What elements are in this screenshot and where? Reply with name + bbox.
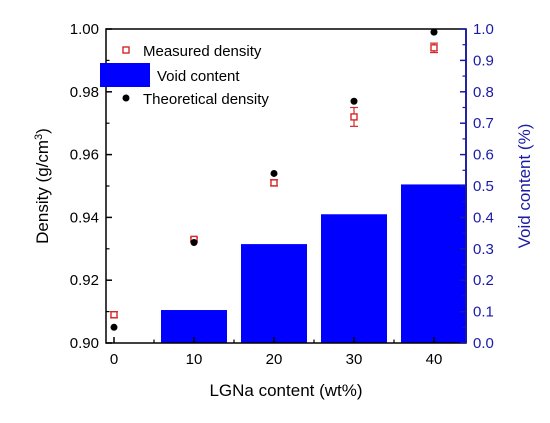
y-right-tick-label: 0.8 [473, 84, 494, 101]
right-axis: 0.0 0.1 0.2 0.3 0.4 0.5 0.6 0.7 0.8 0.9 1.0 [460, 21, 494, 352]
legend-void-content-label: Void content [157, 68, 240, 85]
theoretical-density-point [430, 28, 438, 36]
y-axis-left-title-close: ) [33, 128, 52, 134]
x-tick-label: 10 [186, 351, 203, 368]
theoretical-density-point [110, 323, 118, 331]
y-axis-left-title-sup: 3 [33, 134, 45, 140]
legend-measured-density-label: Measured density [143, 43, 262, 60]
x-tick-label: 20 [266, 351, 283, 368]
measured-density-point [110, 311, 118, 319]
y-axis-left-title-main: Density (g/cm [33, 140, 52, 244]
theoretical-density-point [190, 239, 198, 247]
x-tick-label: 0 [110, 351, 118, 368]
measured-density-point [430, 44, 438, 52]
x-tick-label: 40 [426, 351, 443, 368]
theoretical-density-point [270, 169, 278, 177]
y-right-tick-label: 0.7 [473, 115, 494, 132]
theoretical-density-point [350, 97, 358, 105]
void-content-bar [321, 214, 387, 343]
measured-density-point [350, 113, 358, 121]
y-right-tick-label: 1.0 [473, 21, 494, 38]
legend: Measured density Void content Theoretica… [100, 43, 269, 108]
y-right-tick-label: 0.3 [473, 241, 494, 258]
y-right-tick-label: 0.4 [473, 209, 494, 226]
y-left-tick-label: 0.92 [70, 272, 99, 289]
legend-void-content-marker [100, 63, 150, 87]
legend-measured-density-marker [122, 46, 130, 54]
void-content-bar [241, 244, 307, 343]
measured-density-point [270, 179, 278, 187]
theoretical-density-series [110, 28, 438, 331]
y-right-tick-label: 0.5 [473, 178, 494, 195]
y-left-tick-label: 0.90 [70, 335, 99, 352]
x-axis-title: LGNa content (wt%) [209, 381, 362, 400]
legend-theoretical-density-label: Theoretical density [143, 91, 269, 108]
y-left-tick-label: 1.00 [70, 21, 99, 38]
y-axis-left-title: Density (g/cm3) [33, 128, 52, 244]
bottom-axis: 0 10 20 30 40 [110, 337, 443, 368]
y-left-tick-label: 0.94 [70, 209, 99, 226]
y-axis-right-title: Void content (%) [515, 124, 534, 249]
y-left-tick-label: 0.96 [70, 147, 99, 164]
legend-theoretical-density-marker [122, 94, 130, 102]
left-axis: 0.90 0.92 0.94 0.96 0.98 1.00 [70, 21, 112, 352]
y-right-tick-label: 0.0 [473, 335, 494, 352]
y-left-tick-label: 0.98 [70, 84, 99, 101]
measured-density-series [110, 42, 438, 319]
void-content-bars [161, 184, 467, 343]
y-right-tick-label: 0.1 [473, 304, 494, 321]
y-right-tick-label: 0.9 [473, 52, 494, 69]
y-right-tick-label: 0.2 [473, 272, 494, 289]
x-tick-label: 30 [346, 351, 363, 368]
void-content-bar [401, 184, 467, 343]
y-right-tick-label: 0.6 [473, 147, 494, 164]
